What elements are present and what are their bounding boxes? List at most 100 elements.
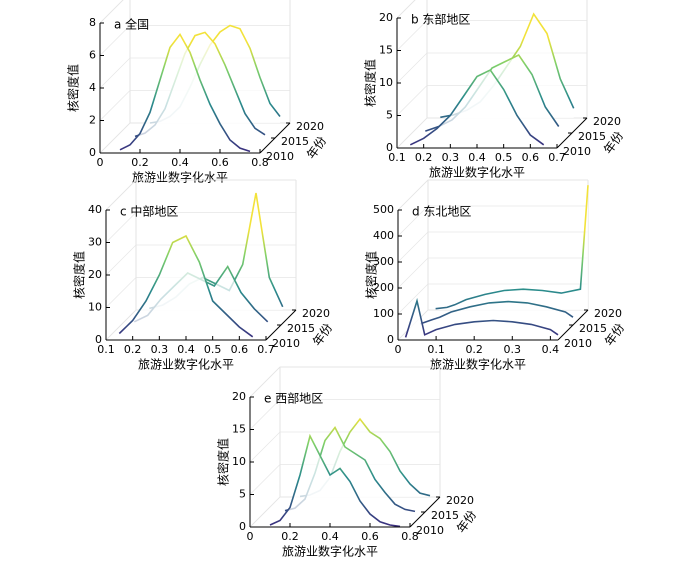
grid-line [99, 0, 124, 24]
grid-line [396, 0, 416, 19]
year-tick-label: 2010 [266, 150, 294, 163]
x-tick-label: 0.2 [281, 530, 299, 543]
z-tick-label: 5 [386, 109, 393, 122]
z-tick-label: 0 [387, 333, 394, 346]
x-tick-label: 0.2 [124, 343, 142, 356]
z-tick-label: 15 [232, 423, 246, 436]
x-tick-label: 0.8 [251, 156, 269, 169]
z-tick-label: 15 [379, 44, 393, 57]
x-tick-label: 0.6 [361, 530, 379, 543]
x-tick-label: 0.6 [211, 156, 229, 169]
surface-fill [119, 236, 253, 340]
panel-title: e 西部地区 [264, 391, 323, 406]
z-tick-label: 20 [379, 11, 393, 24]
year-tick-label: 2020 [594, 307, 622, 320]
z-axis-label: 核密度值 [66, 64, 81, 112]
density-curve [409, 68, 545, 146]
grid-line [397, 283, 588, 315]
year-tick-label: 2015 [578, 130, 606, 143]
x-tick-label: 0.4 [321, 530, 339, 543]
density-curve [435, 185, 589, 310]
x-axis-label: 旅游业数字化水平 [282, 544, 378, 559]
z-tick-label: 300 [373, 255, 394, 268]
x-tick-label: 0.3 [442, 151, 460, 164]
z-tick-label: 400 [373, 229, 394, 242]
x-axis-label: 旅游业数字化水平 [138, 357, 234, 372]
grid-line [397, 231, 588, 263]
x-tick-label: 0.3 [504, 343, 522, 356]
x-tick-label: 0.4 [468, 151, 486, 164]
grid-line [249, 366, 440, 398]
grid-line [105, 212, 296, 243]
x-tick-label: 0.8 [401, 530, 419, 543]
density-curve [420, 300, 574, 325]
x-tick-label: 0.5 [495, 151, 513, 164]
year-tick-label: 2020 [302, 307, 330, 320]
x-tick-label: 0.1 [427, 343, 445, 356]
x-tick-label: 0.2 [415, 151, 433, 164]
grid-line [249, 431, 440, 463]
x-axis-label: 旅游业数字化水平 [430, 357, 526, 372]
z-axis-label: 核密度值 [364, 251, 379, 299]
z-tick-label: 2 [89, 114, 96, 127]
z-tick-label: 30 [88, 236, 102, 249]
surface-fill [405, 301, 558, 340]
year-tick-label: 2015 [579, 322, 607, 335]
surface-fill [149, 193, 283, 310]
grid-line [249, 399, 440, 430]
panel: 0 100 200 300 400 500 0 0.1 0.2 0.3 0.4 2010 2015 202… [364, 179, 627, 372]
grid-line [105, 244, 296, 276]
x-tick-label: 0.4 [171, 156, 189, 169]
density-curve [269, 433, 401, 528]
z-tick-label: 4 [89, 81, 96, 94]
year-tick-label: 2015 [287, 322, 315, 335]
z-tick-label: 0 [89, 146, 96, 159]
surface-fill [120, 34, 250, 153]
z-tick-label: 0 [95, 333, 102, 346]
z-tick-label: 0 [386, 141, 393, 154]
z-tick-label: 8 [89, 16, 96, 29]
surface-fill [420, 301, 573, 325]
z-tick-label: 500 [373, 203, 394, 216]
x-tick-label: 0 [247, 530, 254, 543]
x-tick-label: 0.6 [231, 343, 249, 356]
x-tick-label: 0.4 [177, 343, 195, 356]
x-tick-label: 0.2 [465, 343, 483, 356]
surface-fill [410, 70, 544, 148]
surface-fill [435, 185, 588, 310]
grid-line [397, 179, 588, 211]
x-tick-label: 0.3 [151, 343, 169, 356]
x-tick-label: 0 [395, 343, 402, 356]
grid-line [397, 257, 588, 289]
z-tick-label: 0 [239, 520, 246, 533]
z-tick-label: 10 [379, 76, 393, 89]
x-tick-label: 0 [97, 156, 104, 169]
surface-fill [270, 436, 400, 527]
x-tick-label: 0.6 [522, 151, 540, 164]
z-tick-label: 20 [232, 390, 246, 403]
grid-line [99, 25, 290, 56]
z-tick-label: 20 [88, 268, 102, 281]
x-axis-label: 旅游业数字化水平 [429, 165, 525, 180]
x-tick-label: 0.1 [97, 343, 115, 356]
z-tick-label: 200 [373, 281, 394, 294]
x-tick-label: 0.2 [131, 156, 149, 169]
panel-title: c 中部地区 [120, 204, 178, 219]
z-tick-label: 5 [239, 488, 246, 501]
z-tick-label: 10 [232, 455, 246, 468]
year-tick-label: 2010 [564, 337, 592, 350]
year-tick-label: 2010 [272, 337, 300, 350]
z-tick-label: 40 [88, 203, 102, 216]
panel-title: a 全国 [114, 17, 149, 32]
z-axis-label: 核密度值 [363, 59, 378, 107]
density-curve [119, 32, 251, 153]
x-tick-label: 0.7 [548, 151, 566, 164]
z-tick-label: 100 [373, 307, 394, 320]
density-curve [404, 297, 559, 338]
z-tick-label: 6 [89, 49, 96, 62]
x-tick-label: 0.5 [204, 343, 222, 356]
